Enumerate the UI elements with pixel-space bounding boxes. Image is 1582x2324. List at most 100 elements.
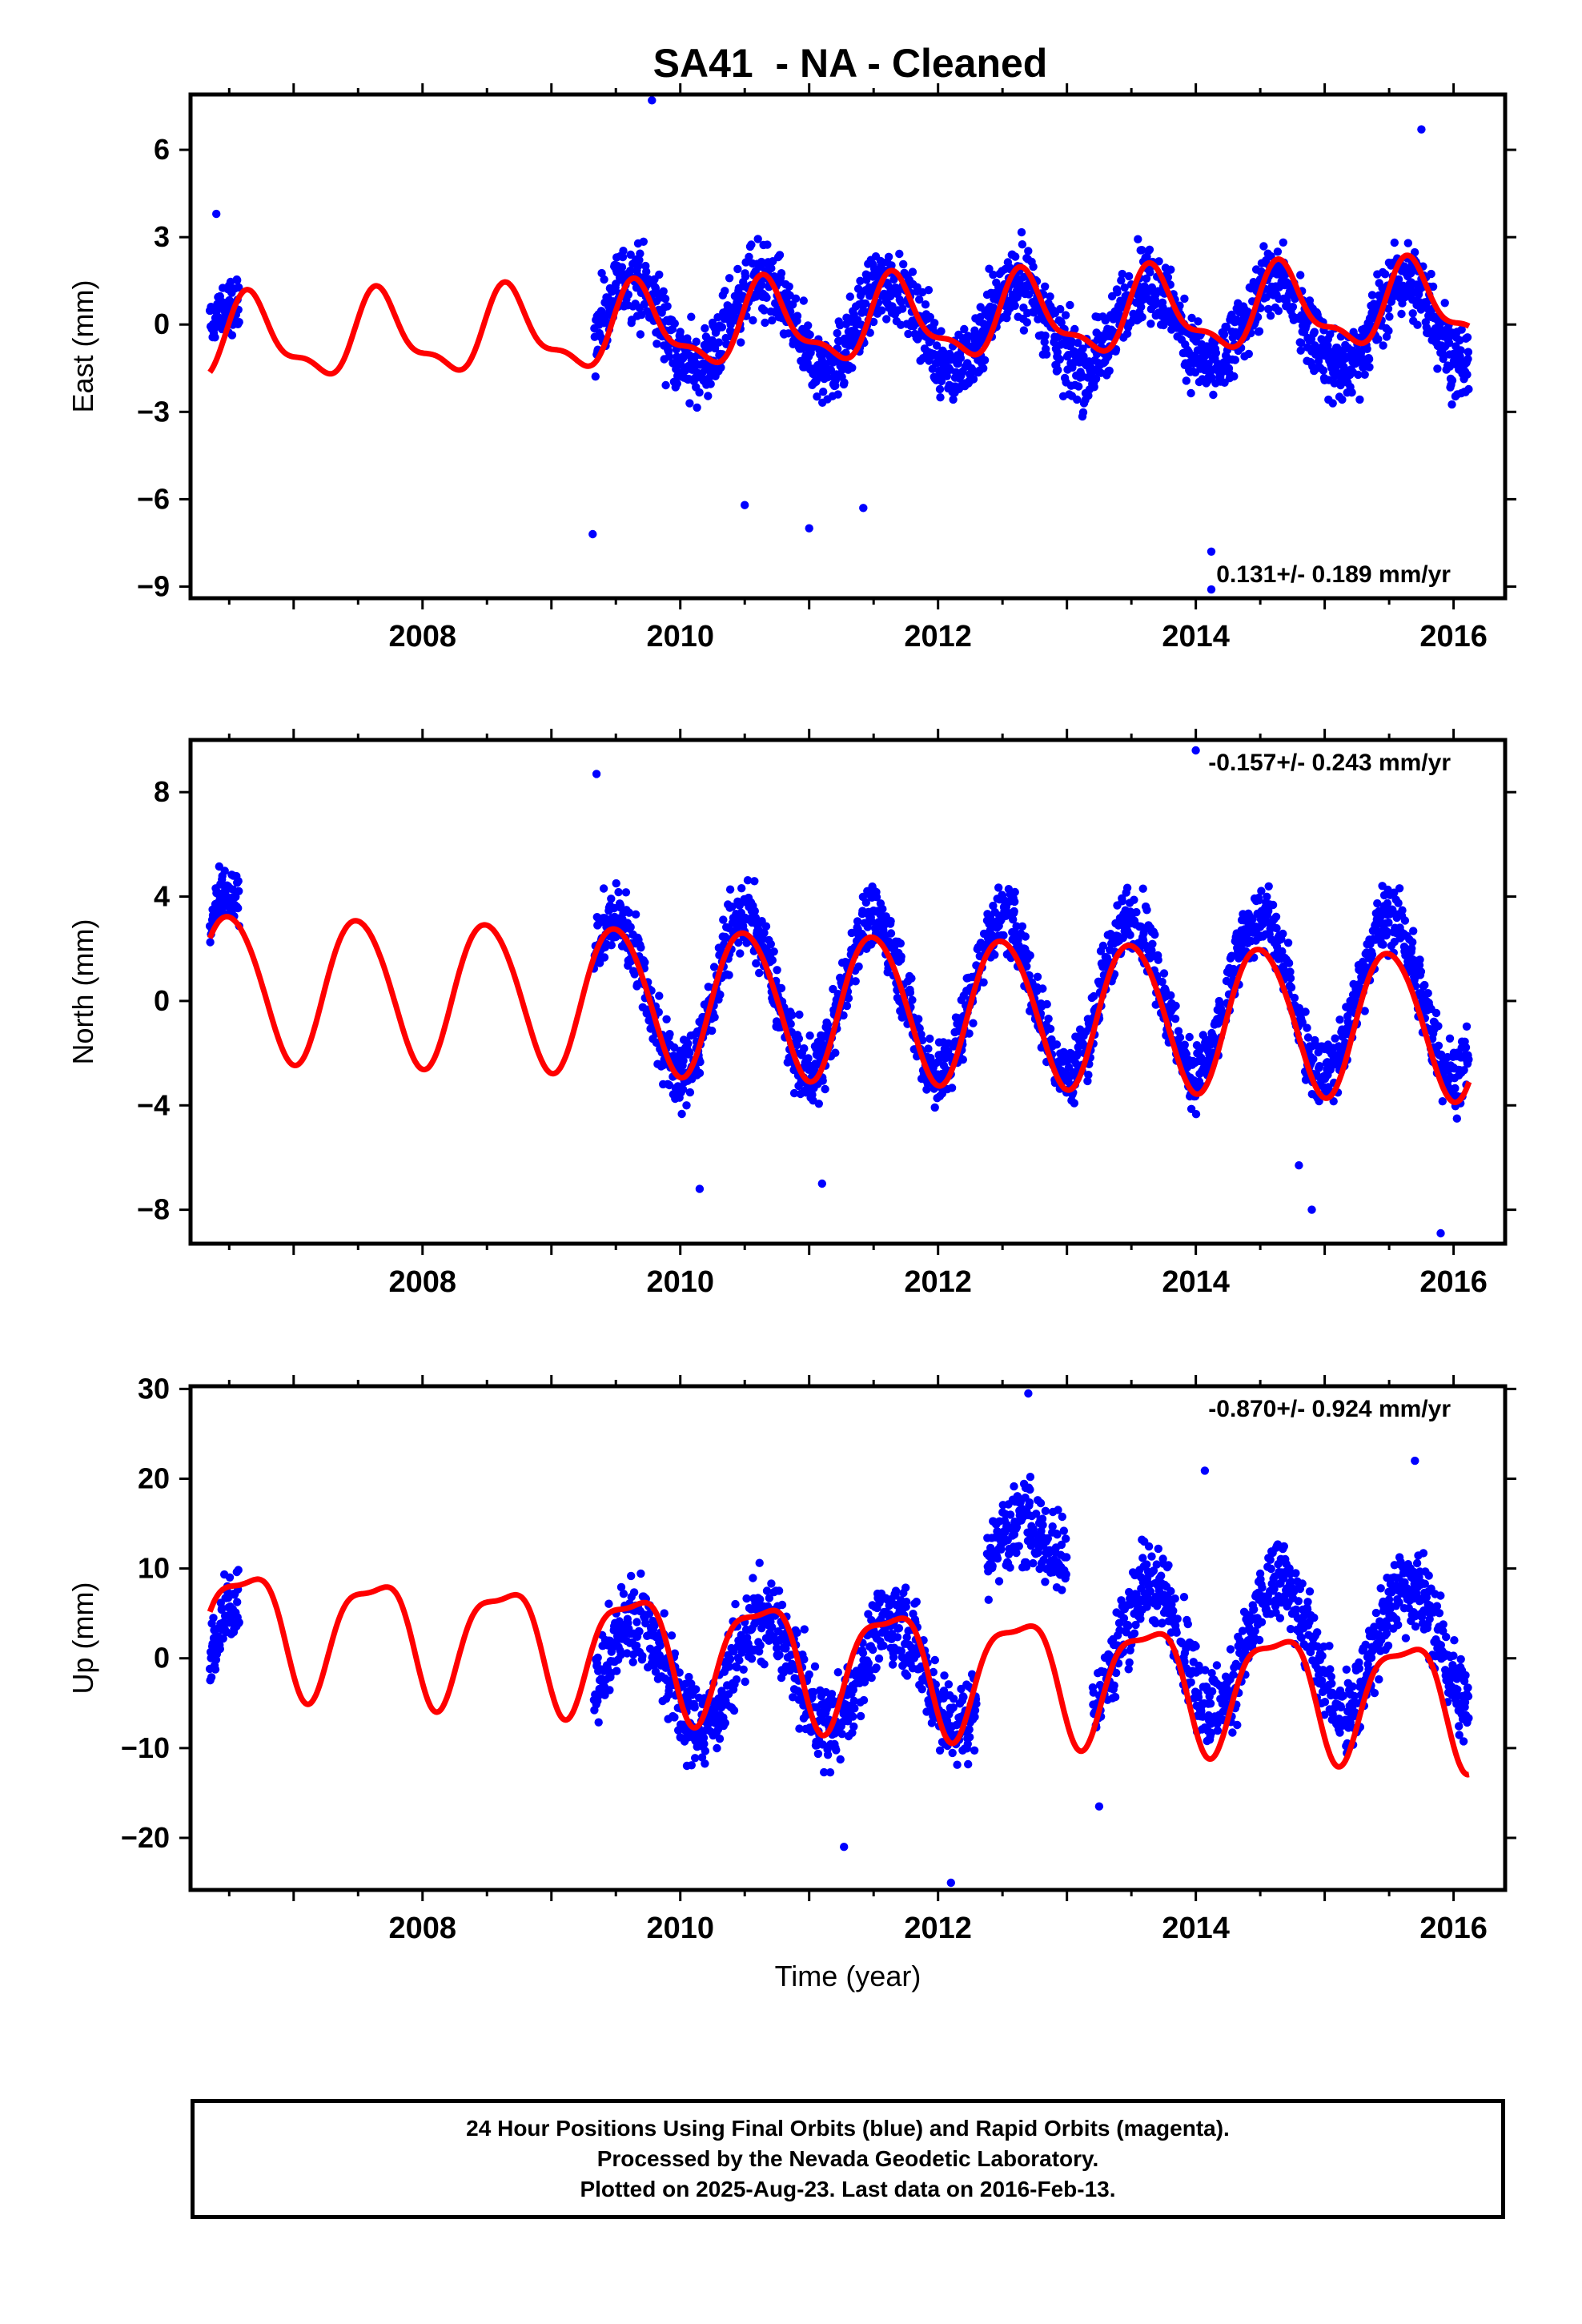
data-point <box>1408 309 1417 318</box>
data-point <box>1126 931 1134 939</box>
data-point <box>1286 974 1295 983</box>
data-point <box>896 939 905 948</box>
data-point <box>1244 349 1254 359</box>
data-point <box>1148 939 1157 949</box>
data-point <box>687 1679 696 1688</box>
data-point <box>1122 329 1132 338</box>
y-tick-label: −8 <box>137 1193 170 1226</box>
data-point <box>621 888 631 897</box>
data-point <box>1145 245 1154 254</box>
data-point <box>738 292 747 300</box>
data-point <box>908 267 917 276</box>
data-point <box>761 922 771 931</box>
data-point <box>655 991 664 1000</box>
data-point <box>1463 370 1472 379</box>
data-point <box>865 328 874 337</box>
data-point <box>670 1713 679 1722</box>
data-point <box>1211 348 1221 357</box>
data-point <box>1464 355 1472 364</box>
data-point <box>1264 882 1273 891</box>
data-point <box>833 328 841 338</box>
data-point <box>786 1019 795 1028</box>
data-point <box>800 1044 809 1053</box>
data-point <box>685 1048 694 1057</box>
data-point <box>769 947 778 956</box>
data-point <box>623 1649 632 1658</box>
data-point <box>1055 355 1065 364</box>
data-point <box>1303 1033 1313 1042</box>
data-point <box>1137 303 1146 312</box>
data-point <box>211 1665 220 1674</box>
data-point <box>627 1571 636 1581</box>
data-point <box>804 1054 813 1063</box>
data-point <box>1166 991 1175 1000</box>
data-point <box>612 879 620 888</box>
data-point <box>701 1759 709 1768</box>
data-point <box>1303 1023 1311 1032</box>
data-point <box>635 1627 644 1636</box>
data-point <box>902 1598 911 1606</box>
data-point <box>1146 267 1154 277</box>
data-point <box>958 1055 968 1064</box>
data-point <box>850 1704 859 1713</box>
data-point <box>605 1686 614 1695</box>
data-point <box>1456 336 1464 345</box>
data-point <box>614 887 623 897</box>
data-point <box>1409 927 1418 935</box>
data-point <box>895 249 904 259</box>
data-point <box>725 1663 733 1671</box>
data-point <box>747 240 756 249</box>
data-point <box>735 1656 744 1665</box>
data-point <box>893 1633 902 1642</box>
outlier-point <box>1417 125 1426 134</box>
data-point <box>960 324 969 334</box>
data-point <box>655 270 664 279</box>
data-point <box>685 1088 695 1097</box>
data-point <box>1447 376 1457 385</box>
data-point <box>662 1015 671 1024</box>
data-point <box>1440 299 1449 308</box>
data-point <box>1394 899 1403 907</box>
data-point <box>1231 356 1240 364</box>
data-point <box>825 1768 835 1777</box>
data-point <box>851 977 860 986</box>
outlier-point <box>741 501 749 509</box>
data-point <box>1255 896 1263 905</box>
data-point <box>1074 382 1083 391</box>
data-point <box>1021 932 1030 941</box>
data-point <box>1407 944 1416 953</box>
data-point <box>856 276 865 285</box>
data-point <box>1180 294 1189 304</box>
data-point <box>1438 1097 1447 1106</box>
data-point <box>829 1696 837 1705</box>
data-point <box>624 290 632 300</box>
data-point <box>1209 390 1218 400</box>
data-point <box>1413 320 1422 329</box>
data-point <box>750 877 759 886</box>
data-point <box>665 352 674 361</box>
data-point <box>630 970 639 979</box>
data-point <box>845 292 855 301</box>
data-point <box>823 372 833 382</box>
data-point <box>757 280 766 289</box>
data-point <box>1024 247 1033 255</box>
data-point <box>1066 300 1074 310</box>
data-point <box>1380 270 1390 279</box>
data-point <box>677 1050 687 1059</box>
data-point <box>965 1029 974 1038</box>
data-point <box>1124 271 1134 281</box>
data-point <box>831 1048 840 1057</box>
data-point <box>235 318 243 327</box>
data-point <box>234 903 243 913</box>
data-point <box>207 1673 216 1682</box>
x-tick-label: 2010 <box>646 1265 714 1299</box>
data-point <box>980 356 990 364</box>
data-point <box>1329 1097 1338 1106</box>
data-point <box>1057 318 1066 328</box>
data-point <box>735 901 744 910</box>
data-point <box>1427 269 1435 279</box>
data-point <box>1339 366 1349 376</box>
data-point <box>1041 332 1050 340</box>
data-point <box>713 313 722 322</box>
